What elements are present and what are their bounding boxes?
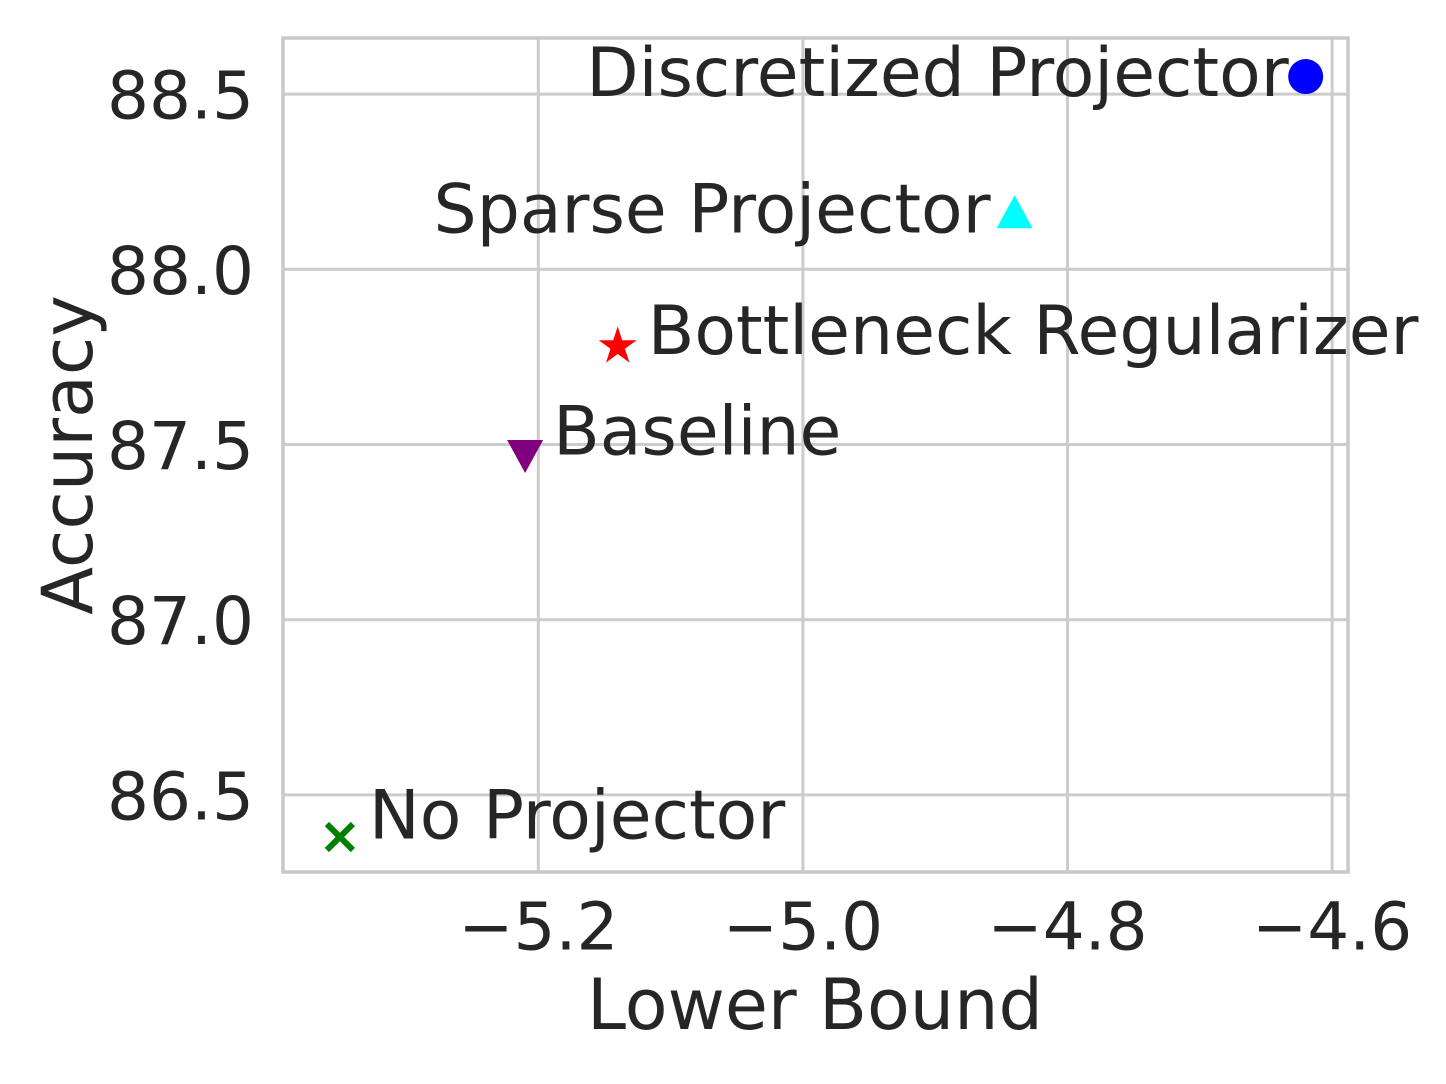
data-point: Bottleneck Regularizer bbox=[598, 292, 1419, 371]
star-marker-icon bbox=[598, 326, 637, 363]
triangle-down-marker-icon bbox=[507, 440, 544, 473]
y-tick-label: 88.0 bbox=[107, 233, 254, 310]
data-point: Baseline bbox=[507, 393, 841, 473]
x-marker-icon bbox=[324, 821, 356, 853]
y-tick-label: 87.5 bbox=[107, 408, 254, 485]
data-point: No Projector bbox=[324, 776, 785, 855]
gridlines bbox=[283, 38, 1348, 872]
plot-border bbox=[281, 36, 1350, 874]
data-points: No Projector Baseline Bottleneck Regulariz… bbox=[324, 34, 1419, 855]
x-tick-label: −4.8 bbox=[987, 889, 1147, 966]
data-point-label: Sparse Projector bbox=[434, 171, 991, 250]
y-tick-label: 88.5 bbox=[107, 58, 254, 135]
data-point-label: Bottleneck Regularizer bbox=[648, 292, 1419, 371]
y-tick-label: 86.5 bbox=[107, 758, 254, 835]
x-tick-label: −4.6 bbox=[1252, 889, 1412, 966]
triangle-up-marker-icon bbox=[996, 195, 1033, 229]
circle-marker-icon bbox=[1288, 59, 1324, 95]
y-axis-label: Accuracy bbox=[27, 295, 109, 615]
data-point-label: No Projector bbox=[369, 776, 785, 855]
x-axis-label: Lower Bound bbox=[587, 964, 1043, 1046]
y-tick-label: 87.0 bbox=[107, 583, 254, 660]
x-tick-label: −5.0 bbox=[723, 889, 883, 966]
x-tick-labels: −5.2 −5.0 −4.8 −4.6 bbox=[458, 889, 1412, 966]
data-point: Discretized Projector bbox=[586, 34, 1324, 113]
x-tick-label: −5.2 bbox=[458, 889, 618, 966]
data-point: Sparse Projector bbox=[434, 171, 1033, 250]
data-point-label: Baseline bbox=[553, 393, 841, 472]
data-point-label: Discretized Projector bbox=[586, 34, 1288, 113]
y-tick-labels: 88.5 88.0 87.5 87.0 86.5 bbox=[107, 58, 254, 836]
